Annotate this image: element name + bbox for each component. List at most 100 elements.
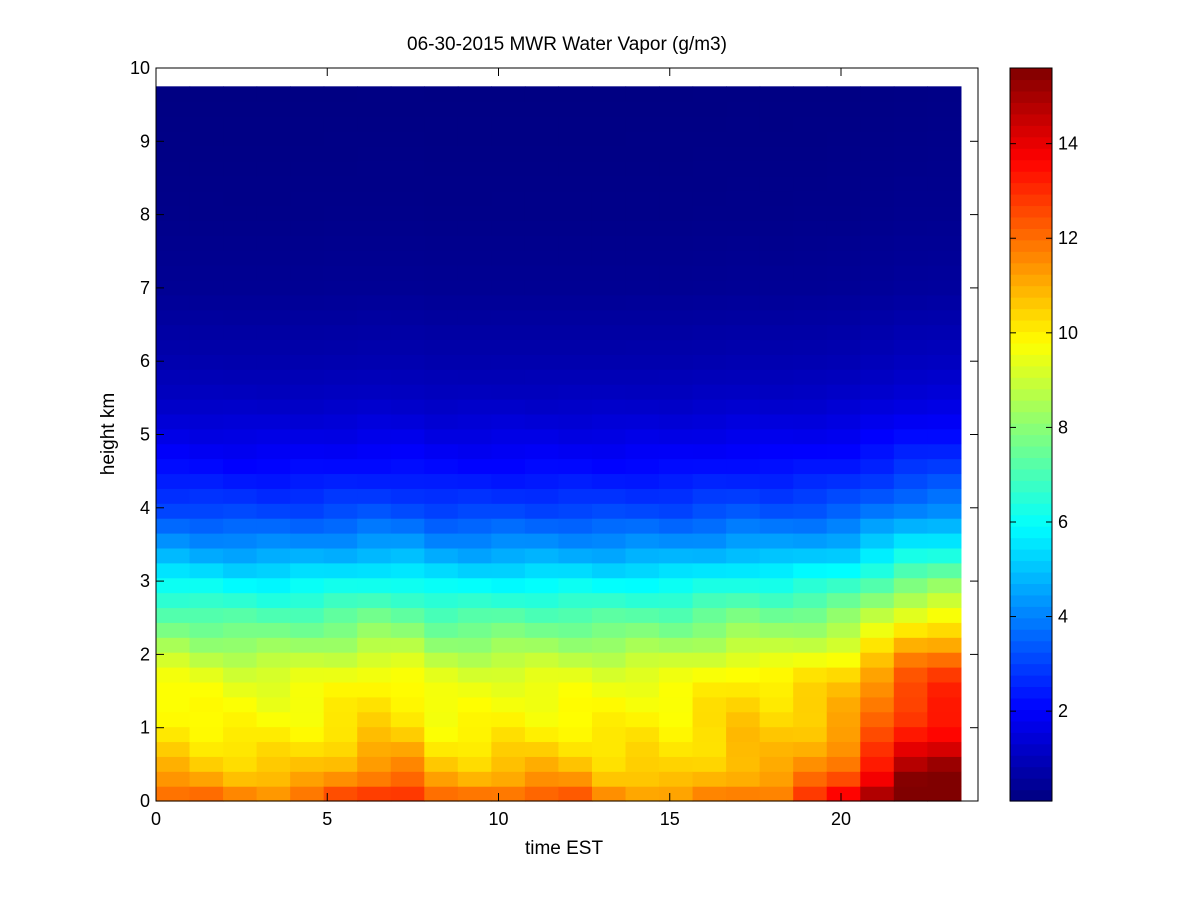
heatmap-cell	[625, 86, 660, 102]
heatmap-cell	[591, 101, 627, 117]
heatmap-cell	[156, 86, 191, 102]
heatmap-cell	[223, 220, 258, 236]
heatmap-cell	[290, 309, 325, 326]
heatmap-cell	[390, 652, 425, 668]
y-tick-label: 3	[140, 571, 150, 591]
heatmap-cell	[290, 86, 325, 102]
heatmap-cell	[323, 756, 358, 772]
heatmap-cell	[625, 533, 660, 549]
heatmap-cell	[625, 726, 660, 743]
heatmap-cell	[860, 384, 895, 400]
heatmap-cell	[591, 220, 627, 236]
heatmap-cell	[491, 622, 526, 638]
heatmap-cell	[189, 130, 224, 147]
heatmap-cell	[726, 160, 761, 177]
heatmap-cell	[256, 86, 291, 102]
y-tick-label: 4	[140, 498, 150, 518]
heatmap-cell	[558, 205, 593, 221]
heatmap-cell	[793, 309, 828, 326]
heatmap-cell	[826, 592, 861, 609]
heatmap-cell	[524, 339, 560, 355]
heatmap-cell	[591, 324, 627, 341]
colorbar-swatch	[1010, 79, 1052, 92]
heatmap-cell	[256, 652, 291, 668]
heatmap-cell	[893, 294, 928, 311]
heatmap-cell	[323, 250, 358, 266]
heatmap-cell	[860, 428, 895, 445]
heatmap-cell	[826, 235, 861, 251]
heatmap-cell	[256, 130, 291, 147]
heatmap-cell	[893, 771, 928, 787]
heatmap-cell	[591, 443, 627, 460]
heatmap-cell	[457, 681, 492, 698]
heatmap-cell	[759, 518, 794, 534]
heatmap-cell	[826, 458, 861, 475]
colorbar-swatch	[1010, 308, 1052, 321]
heatmap-cell	[491, 533, 526, 549]
heatmap-cell	[357, 160, 392, 177]
heatmap-cell	[659, 652, 694, 668]
heatmap-cell	[625, 622, 660, 638]
heatmap-cell	[424, 116, 459, 132]
heatmap-cell	[826, 741, 861, 757]
heatmap-cell	[189, 86, 224, 102]
heatmap-cell	[491, 667, 526, 683]
heatmap-cell	[256, 369, 291, 385]
heatmap-cell	[357, 190, 392, 207]
heatmap-cell	[156, 473, 191, 489]
heatmap-cell	[524, 592, 560, 609]
heatmap-cell	[558, 503, 593, 519]
heatmap-cell	[659, 786, 694, 802]
heatmap-cell	[323, 562, 358, 579]
heatmap-cell	[189, 696, 224, 713]
colorbar-swatch	[1010, 468, 1052, 481]
colorbar-tick-label: 8	[1058, 417, 1068, 437]
heatmap-cell	[323, 130, 358, 147]
heatmap-cell	[927, 101, 962, 117]
heatmap-cell	[726, 339, 761, 355]
heatmap-cell	[558, 726, 593, 743]
heatmap-cell	[457, 458, 492, 475]
heatmap-cell	[524, 309, 560, 326]
heatmap-cell	[659, 607, 694, 623]
heatmap-cell	[390, 369, 425, 385]
heatmap-cell	[860, 577, 895, 594]
heatmap-cell	[759, 279, 794, 296]
x-tick-label: 10	[488, 809, 508, 829]
heatmap-cell	[759, 175, 794, 192]
heatmap-cell	[290, 726, 325, 743]
heatmap-cell	[390, 324, 425, 341]
heatmap-cell	[692, 518, 727, 534]
heatmap-cell	[860, 518, 895, 534]
heatmap-cell	[793, 622, 828, 638]
heatmap-cell	[323, 488, 358, 504]
heatmap-cell	[659, 220, 694, 236]
colorbar-swatch	[1010, 766, 1052, 779]
heatmap-cell	[323, 473, 358, 489]
heatmap-cell	[860, 667, 895, 683]
y-tick-label: 10	[130, 58, 150, 78]
heatmap-cell	[793, 562, 828, 579]
heatmap-cell	[759, 235, 794, 251]
heatmap-cell	[927, 413, 962, 430]
heatmap-cell	[156, 235, 191, 251]
heatmap-cell	[893, 116, 928, 132]
heatmap-cell	[726, 592, 761, 609]
heatmap-cell	[256, 264, 291, 281]
heatmap-cell	[491, 294, 526, 311]
heatmap-cell	[927, 309, 962, 326]
heatmap-cell	[223, 503, 258, 519]
heatmap-cell	[659, 384, 694, 400]
heatmap-cell	[826, 309, 861, 326]
heatmap-cell	[290, 696, 325, 713]
colorbar-swatch	[1010, 193, 1052, 207]
heatmap-cell	[558, 786, 593, 802]
heatmap-cell	[659, 413, 694, 430]
heatmap-cell	[558, 86, 593, 102]
heatmap-cell	[357, 145, 392, 162]
heatmap-cell	[223, 145, 258, 162]
heatmap-cell	[424, 696, 459, 713]
heatmap-cell	[793, 369, 828, 385]
heatmap-cell	[826, 547, 861, 564]
heatmap-cell	[893, 205, 928, 221]
